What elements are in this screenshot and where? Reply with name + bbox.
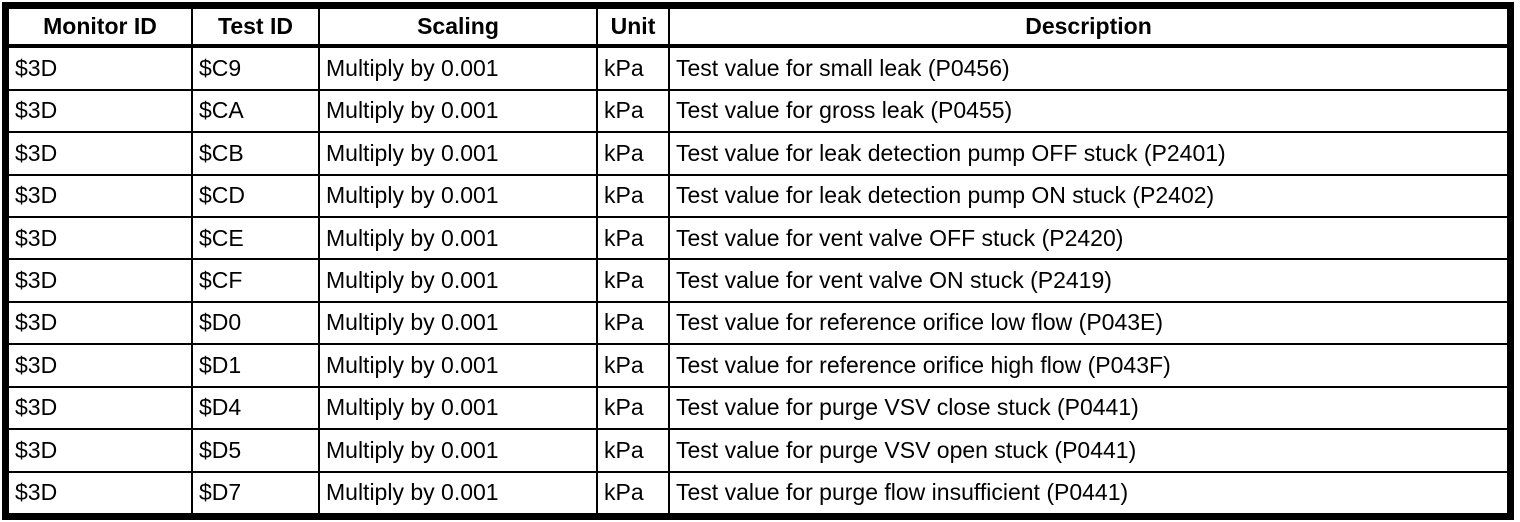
cell-description: Test value for gross leak (P0455) <box>668 88 1509 134</box>
cell-description: Test value for reference orifice low flo… <box>668 300 1509 346</box>
cell-test-id: $CB <box>191 131 320 176</box>
cell-monitor-id: $3D <box>7 258 193 303</box>
cell-scaling: Multiply by 0.001 <box>318 173 598 219</box>
cell-monitor-id: $3D <box>7 385 193 431</box>
cell-scaling: Multiply by 0.001 <box>318 88 598 134</box>
table-row: $3D $CE Multiply by 0.001 kPa Test value… <box>7 216 1509 261</box>
cell-unit: kPa <box>596 173 670 219</box>
table-row: $3D $CA Multiply by 0.001 kPa Test value… <box>7 88 1509 134</box>
cell-unit: kPa <box>596 300 670 346</box>
cell-description: Test value for small leak (P0456) <box>668 45 1509 91</box>
table-row: $3D $C9 Multiply by 0.001 kPa Test value… <box>7 45 1509 91</box>
cell-unit: kPa <box>596 131 670 176</box>
table-row: $3D $CB Multiply by 0.001 kPa Test value… <box>7 131 1509 176</box>
column-header-test-id: Test ID <box>191 7 320 48</box>
cell-monitor-id: $3D <box>7 343 193 388</box>
cell-unit: kPa <box>596 470 670 516</box>
table-row: $3D $D1 Multiply by 0.001 kPa Test value… <box>7 343 1509 388</box>
table-row: $3D $CD Multiply by 0.001 kPa Test value… <box>7 173 1509 219</box>
cell-monitor-id: $3D <box>7 173 193 219</box>
cell-scaling: Multiply by 0.001 <box>318 385 598 431</box>
cell-monitor-id: $3D <box>7 470 193 516</box>
cell-monitor-id: $3D <box>7 300 193 346</box>
cell-description: Test value for reference orifice high fl… <box>668 343 1509 388</box>
cell-test-id: $CD <box>191 173 320 219</box>
cell-description: Test value for vent valve ON stuck (P241… <box>668 258 1509 303</box>
column-header-scaling: Scaling <box>318 7 598 48</box>
cell-test-id: $CF <box>191 258 320 303</box>
cell-description: Test value for vent valve OFF stuck (P24… <box>668 216 1509 261</box>
cell-monitor-id: $3D <box>7 428 193 473</box>
cell-unit: kPa <box>596 385 670 431</box>
cell-monitor-id: $3D <box>7 216 193 261</box>
cell-scaling: Multiply by 0.001 <box>318 258 598 303</box>
cell-monitor-id: $3D <box>7 88 193 134</box>
cell-monitor-id: $3D <box>7 45 193 91</box>
column-header-description: Description <box>668 7 1509 48</box>
cell-unit: kPa <box>596 216 670 261</box>
cell-test-id: $C9 <box>191 45 320 91</box>
cell-unit: kPa <box>596 343 670 388</box>
cell-test-id: $D0 <box>191 300 320 346</box>
cell-scaling: Multiply by 0.001 <box>318 300 598 346</box>
cell-scaling: Multiply by 0.001 <box>318 343 598 388</box>
table-header: Monitor ID Test ID Scaling Unit Descript… <box>7 7 1509 48</box>
cell-scaling: Multiply by 0.001 <box>318 216 598 261</box>
column-header-monitor-id: Monitor ID <box>7 7 193 48</box>
table-row: $3D $CF Multiply by 0.001 kPa Test value… <box>7 258 1509 303</box>
column-header-unit: Unit <box>596 7 670 48</box>
table-row: $3D $D4 Multiply by 0.001 kPa Test value… <box>7 385 1509 431</box>
cell-unit: kPa <box>596 88 670 134</box>
cell-description: Test value for purge VSV close stuck (P0… <box>668 385 1509 431</box>
table-row: $3D $D7 Multiply by 0.001 kPa Test value… <box>7 470 1509 516</box>
cell-scaling: Multiply by 0.001 <box>318 470 598 516</box>
table-body: $3D $C9 Multiply by 0.001 kPa Test value… <box>7 45 1509 516</box>
cell-monitor-id: $3D <box>7 131 193 176</box>
cell-description: Test value for leak detection pump ON st… <box>668 173 1509 219</box>
cell-description: Test value for purge VSV open stuck (P04… <box>668 428 1509 473</box>
table-row: $3D $D5 Multiply by 0.001 kPa Test value… <box>7 428 1509 473</box>
cell-scaling: Multiply by 0.001 <box>318 428 598 473</box>
cell-unit: kPa <box>596 45 670 91</box>
header-row: Monitor ID Test ID Scaling Unit Descript… <box>7 7 1509 48</box>
cell-scaling: Multiply by 0.001 <box>318 131 598 176</box>
cell-test-id: $D1 <box>191 343 320 388</box>
cell-description: Test value for purge flow insufficient (… <box>668 470 1509 516</box>
cell-description: Test value for leak detection pump OFF s… <box>668 131 1509 176</box>
cell-scaling: Multiply by 0.001 <box>318 45 598 91</box>
cell-test-id: $CA <box>191 88 320 134</box>
cell-test-id: $D7 <box>191 470 320 516</box>
cell-unit: kPa <box>596 258 670 303</box>
cell-test-id: $D5 <box>191 428 320 473</box>
cell-unit: kPa <box>596 428 670 473</box>
cell-test-id: $CE <box>191 216 320 261</box>
cell-test-id: $D4 <box>191 385 320 431</box>
monitor-test-spec-table: Monitor ID Test ID Scaling Unit Descript… <box>7 7 1509 516</box>
table-row: $3D $D0 Multiply by 0.001 kPa Test value… <box>7 300 1509 346</box>
